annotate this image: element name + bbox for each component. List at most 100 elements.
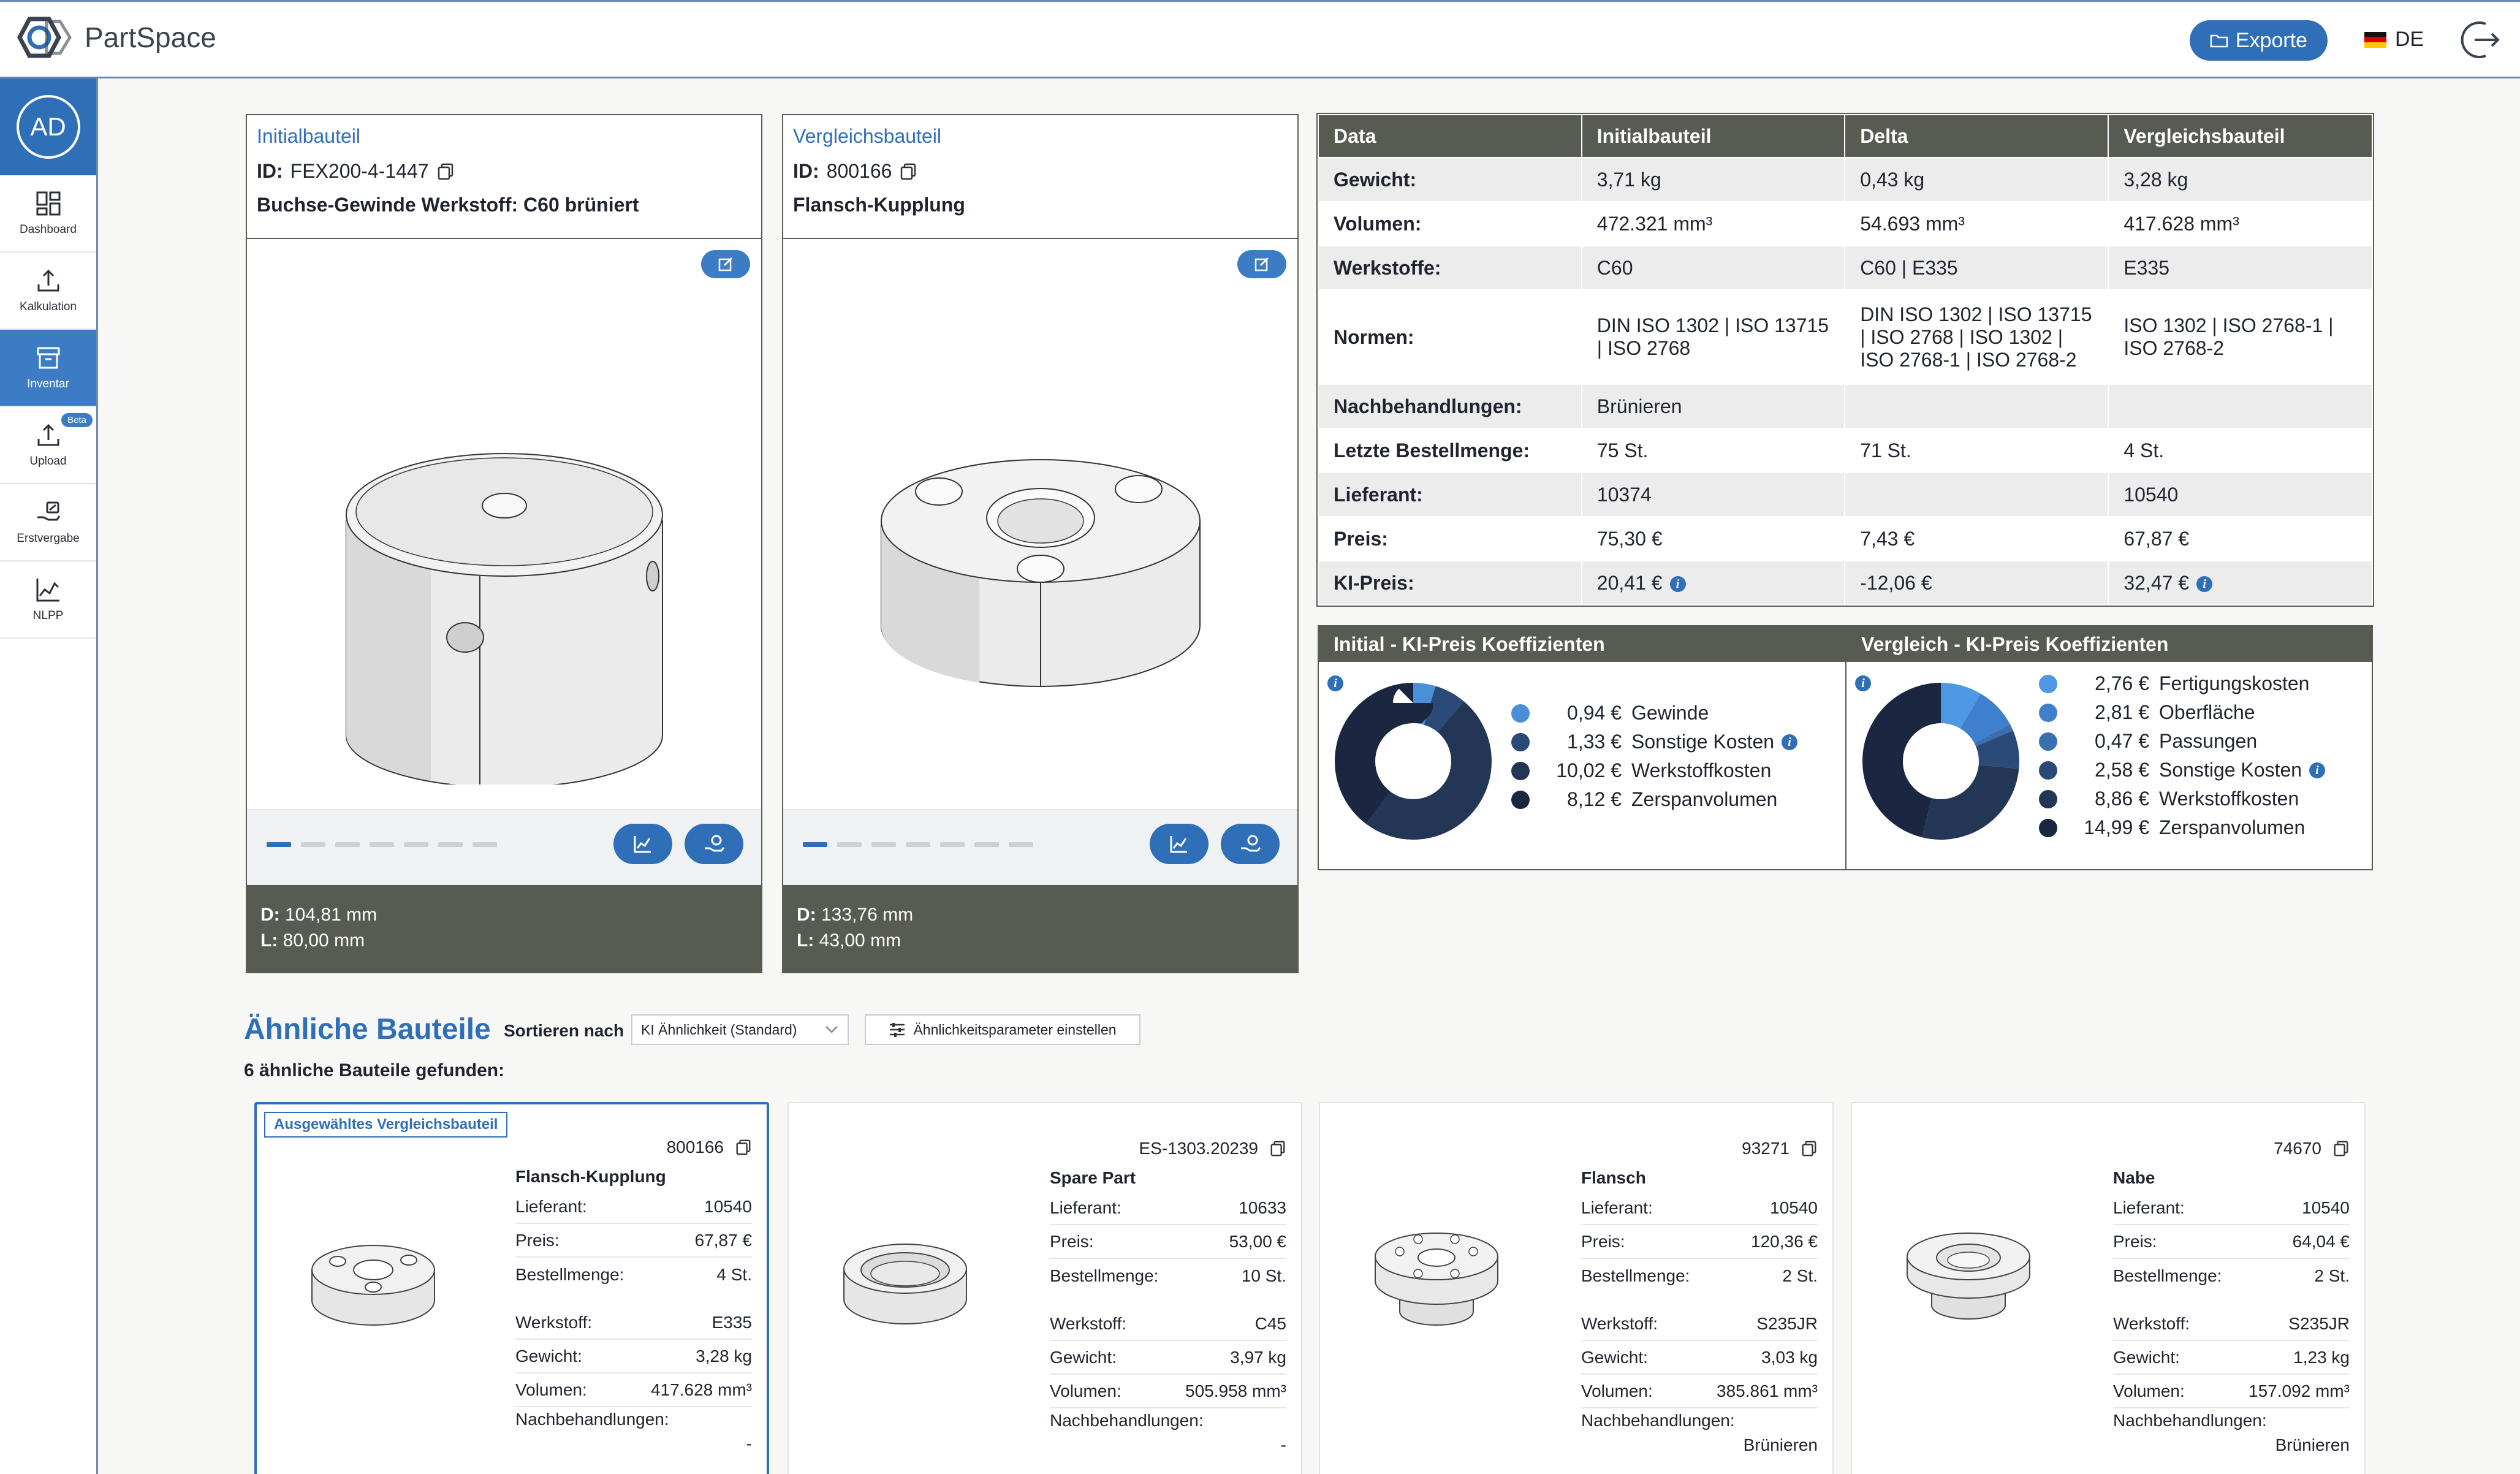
part-thumbnail <box>1907 1233 2030 1320</box>
avatar[interactable]: AD <box>16 95 80 159</box>
material-value: S235JR <box>2288 1313 2350 1333</box>
edit-button[interactable] <box>701 250 750 278</box>
sidebar-item-label: Upload <box>29 455 67 468</box>
similar-part-card[interactable]: ES-1303.20239 Spare Part Lieferant: 10633… <box>788 1102 1302 1474</box>
material-value: C45 <box>1254 1313 1286 1333</box>
field-label: Werkstoff: <box>515 1312 593 1332</box>
sidebar-item-dashboard[interactable]: Dashboard <box>0 175 96 253</box>
similar-part-card[interactable]: 93271 Flansch Lieferant: 10540 Preis: 120,… <box>1319 1102 1834 1474</box>
length-row: L: 80,00 mm <box>260 928 748 954</box>
column-header: Initialbauteil <box>1581 114 1846 158</box>
field-label: Preis: <box>1050 1231 1094 1251</box>
legend-dot <box>1511 761 1530 780</box>
folder-icon <box>2210 34 2228 48</box>
info-icon[interactable]: i <box>2196 576 2213 593</box>
initial-part-card: Initialbauteil ID: FEX200-4-1447 Buchse-… <box>246 114 762 973</box>
legend-item: 0,94 € Gewinde <box>1511 699 1797 728</box>
quantity-value: 10 St. <box>1241 1266 1286 1285</box>
selected-badge: Ausgewähltes Vergleichsbauteil <box>264 1112 508 1138</box>
model-viewer[interactable] <box>783 238 1297 886</box>
hand-coin-icon <box>1241 835 1261 852</box>
info-icon[interactable]: i <box>1669 576 1686 593</box>
price-button[interactable] <box>1221 824 1280 864</box>
coefficient-label: Fertigungskosten <box>2159 672 2310 694</box>
copy-icon[interactable] <box>2332 1140 2350 1157</box>
info-icon[interactable]: i <box>2309 762 2326 778</box>
volume-row: Volumen: 505.958 mm³ <box>1050 1375 1286 1408</box>
ki-price-coefficients-panel: Initial - KI-Preis Koeffizienten i 0,94 … <box>1318 625 2373 870</box>
volume-value: 157.092 mm³ <box>2249 1381 2350 1400</box>
info-icon[interactable]: i <box>1782 734 1798 750</box>
comparison-value <box>2108 384 2373 429</box>
legend-dot <box>2039 789 2057 808</box>
language-selector[interactable]: DE <box>2364 28 2424 51</box>
chevron-down-icon <box>825 1026 838 1033</box>
coefficient-value: 10,02 € <box>1556 759 1622 781</box>
similar-part-card[interactable]: Ausgewähltes Vergleichsbauteil 800166 Fl… <box>254 1102 769 1474</box>
sidebar-item-inventar[interactable]: Inventar <box>0 330 96 407</box>
row-label: Lieferant: <box>1318 472 1582 517</box>
comparison-value: 4 St. <box>2108 428 2373 473</box>
sidebar-item-upload[interactable]: Beta Upload <box>0 407 96 484</box>
model-viewer[interactable] <box>247 238 761 886</box>
similar-part-card[interactable]: 74670 Nabe Lieferant: 10540 Preis: 64,04 €… <box>1851 1102 2366 1474</box>
dashboard-icon <box>36 191 60 216</box>
table-row: Normen: DIN ISO 1302 | ISO 13715 | ISO 27… <box>1318 289 2373 385</box>
chart-button[interactable] <box>1150 824 1209 864</box>
part-id-row: 74670 <box>2113 1136 2350 1161</box>
comparison-value: 3,28 kg <box>2108 157 2373 202</box>
viewer-toolbar <box>247 809 761 886</box>
field-label: Lieferant: <box>2113 1198 2185 1217</box>
sort-select[interactable]: KI Ähnlichkeit (Standard) <box>631 1014 849 1045</box>
sidebar-item-kalkulation[interactable]: Kalkulation <box>0 253 96 330</box>
row-label: Nachbehandlungen: <box>1318 384 1582 429</box>
info-icon[interactable]: i <box>1855 675 1871 691</box>
part-name: Flansch-Kupplung <box>515 1167 666 1186</box>
diameter-value: 133,76 mm <box>821 905 914 925</box>
part-id-row: ID: 800166 <box>793 160 1288 183</box>
donut-slice-3 <box>1335 683 1492 840</box>
price-row: Preis: 64,04 € <box>2113 1225 2350 1259</box>
edit-button[interactable] <box>1237 250 1286 278</box>
legend-item: 0,47 € Passungen <box>2039 727 2325 756</box>
coefficient-value: 0,47 € <box>2095 730 2149 752</box>
image-pagination[interactable] <box>267 842 497 847</box>
column-header: Vergleichsbauteil <box>2108 114 2373 158</box>
copy-icon[interactable] <box>1801 1140 1818 1157</box>
sort-label: Sortieren nach <box>504 1021 624 1040</box>
copy-icon[interactable] <box>899 162 917 181</box>
coefficient-label: Sonstige Kosten <box>1631 731 1775 753</box>
logout-icon[interactable] <box>2459 18 2503 62</box>
price-value: 67,87 € <box>694 1230 752 1250</box>
copy-icon[interactable] <box>735 1139 752 1156</box>
quantity-row: Bestellmenge: 2 St. <box>2113 1259 2350 1293</box>
initial-value: 3,71 kg <box>1581 157 1846 202</box>
row-label: Gewicht: <box>1318 157 1582 202</box>
field-label: Volumen: <box>1050 1381 1121 1400</box>
coefficients-legend: 2,76 € Fertigungskosten 2,81 € Oberfläche … <box>2039 669 2326 842</box>
delta-value <box>1844 472 2109 517</box>
edit-icon <box>718 257 733 272</box>
comparison-coefficients: Vergleich - KI-Preis Koeffizienten i 2,7… <box>1845 626 2372 869</box>
copy-icon[interactable] <box>1269 1140 1286 1157</box>
similarity-params-button[interactable]: Ähnlichkeitsparameter einstellen <box>865 1014 1140 1045</box>
info-icon[interactable]: i <box>1327 675 1343 691</box>
sidebar-item-erstvergabe[interactable]: Erstvergabe <box>0 484 96 561</box>
coefficient-label: Zerspanvolumen <box>2159 816 2306 838</box>
coefficient-value: 14,99 € <box>2084 816 2149 838</box>
sidebar-item-nlpp[interactable]: NLPP <box>0 561 96 639</box>
part-id: 800166 <box>826 160 892 182</box>
app-logo[interactable]: PartSpace <box>17 15 216 59</box>
field-label: Werkstoff: <box>1581 1313 1658 1333</box>
copy-icon[interactable] <box>436 162 455 181</box>
image-pagination[interactable] <box>803 842 1033 847</box>
initial-value: 75,30 € <box>1581 516 1846 561</box>
chart-button[interactable] <box>613 824 672 864</box>
exports-button[interactable]: Exporte <box>2190 20 2328 61</box>
price-value: 64,04 € <box>2292 1231 2350 1251</box>
coefficient-label: Passungen <box>2159 730 2258 752</box>
price-button[interactable] <box>685 824 743 864</box>
initial-coefficients: Initial - KI-Preis Koeffizienten i 0,94 … <box>1319 626 1845 869</box>
legend-dot <box>1511 732 1530 751</box>
weight-value: 1,23 kg <box>2293 1347 2350 1367</box>
